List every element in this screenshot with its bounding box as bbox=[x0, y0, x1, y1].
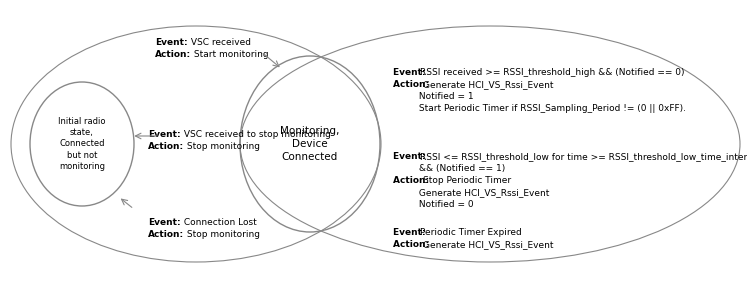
Text: Action:: Action: bbox=[393, 80, 433, 89]
Text: RSSI received >= RSSI_threshold_high && (Notified == 0): RSSI received >= RSSI_threshold_high && … bbox=[420, 68, 684, 77]
Text: Event:: Event: bbox=[155, 38, 187, 47]
Text: Generate HCI_VS_Rssi_Event: Generate HCI_VS_Rssi_Event bbox=[424, 240, 554, 249]
Text: Connection Lost: Connection Lost bbox=[181, 218, 257, 227]
Text: Action:: Action: bbox=[155, 50, 191, 59]
Text: Action:: Action: bbox=[148, 230, 184, 239]
Text: Action:: Action: bbox=[148, 142, 184, 151]
Text: Start Periodic Timer if RSSI_Sampling_Period != (0 || 0xFF).: Start Periodic Timer if RSSI_Sampling_Pe… bbox=[393, 104, 686, 113]
Text: Notified = 1: Notified = 1 bbox=[393, 92, 474, 101]
Text: VSC received to stop monitoring: VSC received to stop monitoring bbox=[181, 130, 331, 139]
Text: Action:: Action: bbox=[393, 176, 433, 185]
Text: Initial radio
state,
Connected
but not
monitoring: Initial radio state, Connected but not m… bbox=[58, 117, 106, 171]
Text: Stop Periodic Timer: Stop Periodic Timer bbox=[424, 176, 512, 185]
Text: Event:: Event: bbox=[393, 68, 429, 77]
Text: Stop monitoring: Stop monitoring bbox=[184, 142, 260, 151]
Text: Periodic Timer Expired: Periodic Timer Expired bbox=[420, 228, 521, 237]
Text: Action:: Action: bbox=[393, 240, 433, 249]
Text: Event:: Event: bbox=[393, 228, 429, 237]
Text: VSC received: VSC received bbox=[188, 38, 251, 47]
Text: Event:: Event: bbox=[148, 218, 181, 227]
Text: Generate HCI_VS_Rssi_Event: Generate HCI_VS_Rssi_Event bbox=[424, 80, 554, 89]
Text: && (Notified == 1): && (Notified == 1) bbox=[393, 164, 505, 173]
Text: Monitoring,
Device
Connected: Monitoring, Device Connected bbox=[280, 126, 340, 162]
Text: Stop monitoring: Stop monitoring bbox=[184, 230, 260, 239]
Text: Generate HCI_VS_Rssi_Event: Generate HCI_VS_Rssi_Event bbox=[393, 188, 549, 197]
Text: Start monitoring: Start monitoring bbox=[191, 50, 269, 59]
Text: Notified = 0: Notified = 0 bbox=[393, 200, 474, 209]
Text: Event:: Event: bbox=[393, 152, 429, 161]
Text: RSSI <= RSSI_threshold_low for time >= RSSI_threshold_low_time_interval: RSSI <= RSSI_threshold_low for time >= R… bbox=[420, 152, 747, 161]
Text: Event:: Event: bbox=[148, 130, 181, 139]
